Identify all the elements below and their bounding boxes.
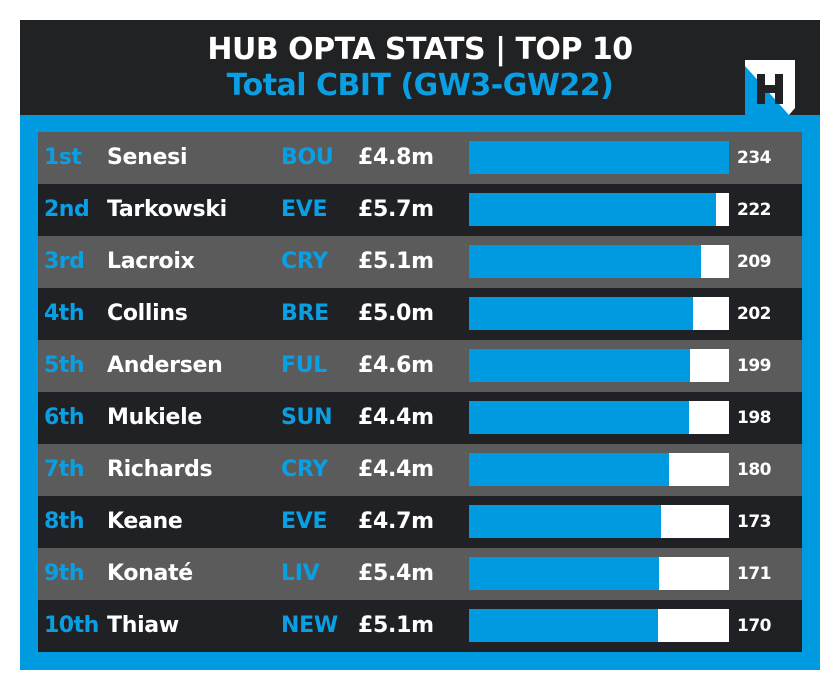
bar-track (469, 401, 729, 434)
team-code: LIV (281, 561, 320, 586)
header: HUB OPTA STATS | TOP 10 Total CBIT (GW3-… (20, 20, 820, 115)
bar-fill (469, 557, 659, 590)
bar-track (469, 141, 729, 174)
bar-track (469, 193, 729, 226)
player-name: Mukiele (107, 405, 203, 430)
player-name: Keane (107, 509, 183, 534)
table-row: 3rd Lacroix CRY £5.1m 209 (38, 236, 802, 288)
cbit-value: 170 (737, 616, 772, 636)
bar-fill (469, 401, 689, 434)
hub-logo-icon (745, 60, 795, 115)
team-code: CRY (281, 457, 328, 482)
rank-label: 4th (44, 301, 85, 326)
team-code: EVE (281, 197, 328, 222)
bar-track (469, 245, 729, 278)
table-row: 2nd Tarkowski EVE £5.7m 222 (38, 184, 802, 236)
player-name: Senesi (107, 145, 188, 170)
cbit-value: 198 (737, 408, 772, 428)
cbit-value: 199 (737, 356, 772, 376)
page-subtitle: Total CBIT (GW3-GW22) (226, 68, 614, 103)
player-name: Konaté (107, 561, 193, 586)
player-price: £4.8m (358, 145, 434, 170)
bar-fill (469, 505, 662, 538)
team-code: BOU (281, 145, 334, 170)
table-row: 4th Collins BRE £5.0m 202 (38, 288, 802, 340)
team-code: NEW (281, 613, 338, 638)
player-price: £5.0m (358, 301, 434, 326)
table-row: 7th Richards CRY £4.4m 180 (38, 444, 802, 496)
player-price: £4.4m (358, 405, 434, 430)
rank-label: 8th (44, 509, 85, 534)
player-price: £5.7m (358, 197, 434, 222)
player-price: £5.1m (358, 249, 434, 274)
bar-fill (469, 453, 669, 486)
cbit-value: 202 (737, 304, 772, 324)
cbit-value: 180 (737, 460, 772, 480)
player-name: Richards (107, 457, 213, 482)
rank-label: 6th (44, 405, 85, 430)
player-price: £5.1m (358, 613, 434, 638)
rank-label: 10th (44, 613, 99, 638)
cbit-value: 173 (737, 512, 772, 532)
rank-label: 3rd (44, 249, 85, 274)
player-name: Andersen (107, 353, 223, 378)
cbit-value: 222 (737, 200, 772, 220)
player-price: £5.4m (358, 561, 434, 586)
team-code: BRE (281, 301, 329, 326)
player-price: £4.4m (358, 457, 434, 482)
player-price: £4.6m (358, 353, 434, 378)
rank-label: 2nd (44, 197, 90, 222)
cbit-value: 209 (737, 252, 772, 272)
cbit-value: 234 (737, 148, 772, 168)
rank-label: 1st (44, 145, 82, 170)
team-code: EVE (281, 509, 328, 534)
team-code: CRY (281, 249, 328, 274)
bar-track (469, 505, 729, 538)
bar-track (469, 297, 729, 330)
cbit-value: 171 (737, 564, 772, 584)
player-name: Collins (107, 301, 188, 326)
table-row: 8th Keane EVE £4.7m 173 (38, 496, 802, 548)
team-code: FUL (281, 353, 328, 378)
table-row: 6th Mukiele SUN £4.4m 198 (38, 392, 802, 444)
player-name: Lacroix (107, 249, 195, 274)
bar-fill (469, 245, 702, 278)
bar-track (469, 609, 729, 642)
bar-fill (469, 349, 691, 382)
rank-label: 5th (44, 353, 85, 378)
table-row: 1st Senesi BOU £4.8m 234 (38, 132, 802, 184)
team-code: SUN (281, 405, 333, 430)
rank-label: 7th (44, 457, 85, 482)
bar-fill (469, 297, 694, 330)
table-row: 10th Thiaw NEW £5.1m 170 (38, 600, 802, 652)
player-price: £4.7m (358, 509, 434, 534)
page-title: HUB OPTA STATS | TOP 10 (207, 32, 633, 67)
bar-track (469, 349, 729, 382)
player-name: Thiaw (107, 613, 179, 638)
stats-card: HUB OPTA STATS | TOP 10 Total CBIT (GW3-… (20, 20, 820, 670)
stats-table: 1st Senesi BOU £4.8m 234 2nd Tarkowski E… (38, 132, 802, 652)
bar-fill (469, 141, 729, 174)
player-name: Tarkowski (107, 197, 227, 222)
table-row: 9th Konaté LIV £5.4m 171 (38, 548, 802, 600)
bar-track (469, 453, 729, 486)
rank-label: 9th (44, 561, 85, 586)
bar-fill (469, 609, 658, 642)
bar-track (469, 557, 729, 590)
table-row: 5th Andersen FUL £4.6m 199 (38, 340, 802, 392)
bar-fill (469, 193, 716, 226)
